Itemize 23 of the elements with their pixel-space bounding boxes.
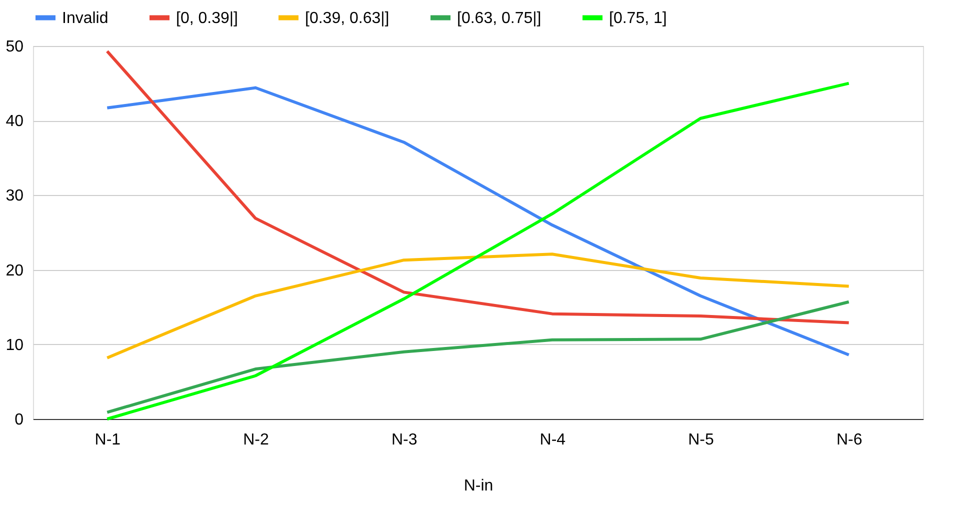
line-series (106, 82, 850, 420)
legend-label: [0, 0.39|] (176, 10, 238, 27)
legend-label: [0.39, 0.63|] (305, 10, 390, 27)
x-tick-label: N-5 (688, 432, 714, 448)
y-tick-label: 50 (6, 38, 24, 56)
x-axis-title: N-in (464, 478, 494, 494)
legend-label: [0.75, 1] (609, 10, 667, 27)
x-tick-label: N-6 (836, 432, 862, 448)
x-tick-label: N-3 (391, 432, 418, 448)
y-tick-label: 10 (6, 336, 24, 354)
line-series (106, 300, 850, 414)
y-tick-label: 30 (6, 188, 24, 205)
x-tick-label: N-4 (540, 432, 566, 448)
y-tick-label: 0 (14, 412, 24, 428)
line-series (106, 252, 850, 360)
legend-label: [0.63, 0.75|] (457, 10, 542, 27)
y-tick-label: 20 (6, 262, 24, 280)
y-tick-label: 40 (6, 113, 24, 130)
line-series (106, 86, 850, 356)
legend-label: Invalid (62, 10, 108, 27)
x-tick-label: N-2 (243, 432, 269, 448)
x-tick-label: N-1 (94, 432, 121, 448)
line-series (106, 50, 850, 324)
